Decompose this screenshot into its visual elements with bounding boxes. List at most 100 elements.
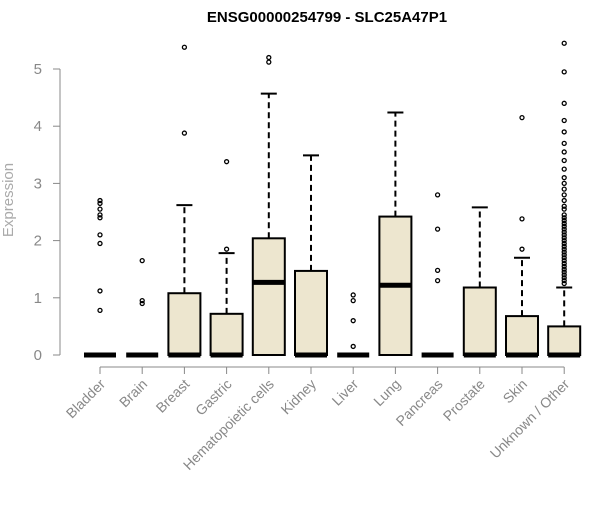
outlier-point (561, 277, 567, 284)
outlier-point (350, 292, 356, 298)
y-tick-label: 4 (34, 118, 42, 135)
outlier-point (561, 117, 567, 124)
x-tick-label: Liver (329, 376, 362, 409)
outlier-point (561, 266, 567, 272)
outlier-point (561, 157, 567, 164)
box (462, 286, 497, 356)
outlier-point (561, 217, 567, 224)
box (251, 237, 286, 356)
outlier-point (561, 175, 567, 181)
outlier-point (561, 263, 567, 269)
outlier-point (519, 216, 525, 222)
outlier-point (266, 59, 272, 65)
box (294, 269, 328, 356)
outlier-point (561, 166, 567, 172)
outlier-point (561, 40, 567, 46)
outlier-point (519, 114, 525, 121)
outlier-point (561, 232, 567, 238)
outlier-point (561, 272, 567, 278)
outlier-point (561, 192, 567, 198)
outlier-point (561, 240, 567, 247)
outlier-point (561, 252, 567, 258)
box-group (167, 44, 202, 358)
outlier-point (350, 318, 356, 324)
box-group (505, 114, 539, 358)
x-tick-label: Skin (500, 376, 531, 407)
outlier-point (561, 237, 567, 244)
outlier-point (97, 240, 103, 247)
outlier-point (434, 192, 441, 198)
box (167, 292, 202, 356)
outlier-point (561, 229, 567, 235)
outlier-point (350, 343, 356, 350)
outlier-point (561, 246, 567, 252)
box (505, 315, 539, 357)
y-tick-label: 1 (34, 290, 42, 307)
outlier-point (97, 197, 103, 204)
outlier-point (561, 257, 567, 264)
outlier-point (561, 197, 567, 204)
outlier-point (561, 215, 567, 221)
x-tick-label: Pancreas (393, 376, 446, 429)
box-group (209, 159, 244, 358)
box-group (462, 206, 497, 358)
outlier-point (434, 267, 441, 273)
outlier-point (561, 255, 567, 261)
outlier-point (139, 300, 145, 307)
outlier-point (561, 180, 567, 187)
box-group (547, 40, 582, 358)
outlier-point (223, 159, 230, 165)
x-tick-label: Unknown / Other (487, 376, 573, 462)
outlier-point (519, 246, 525, 252)
y-tick-label: 3 (34, 175, 42, 192)
y-tick-label: 5 (34, 61, 42, 78)
outlier-point (350, 298, 356, 304)
outlier-point (561, 226, 567, 232)
outlier-point (181, 44, 188, 50)
box-group (337, 292, 370, 358)
box-group (84, 197, 116, 358)
outlier-point (561, 280, 567, 287)
outlier-point (561, 186, 567, 192)
outlier-point (561, 206, 567, 212)
box-group (294, 154, 328, 358)
outlier-point (181, 130, 188, 136)
outlier-point (97, 232, 103, 238)
outlier-point (561, 129, 567, 135)
outlier-point (561, 275, 567, 281)
outlier-point (266, 54, 272, 61)
x-tick-label: Breast (153, 376, 193, 416)
boxes-group (84, 40, 582, 358)
x-tick-label: Prostate (440, 376, 488, 424)
outlier-point (561, 140, 567, 147)
outlier-point (139, 298, 145, 304)
chart-title: ENSG00000254799 - SLC25A47P1 (207, 9, 447, 26)
outlier-point (561, 249, 567, 255)
outlier-point (561, 243, 567, 249)
outlier-point (561, 235, 567, 241)
outlier-point (97, 206, 103, 212)
outlier-point (97, 307, 103, 314)
outlier-point (97, 200, 103, 207)
box (209, 312, 244, 357)
outlier-point (97, 215, 103, 221)
outlier-point (561, 269, 567, 275)
outlier-point (561, 220, 567, 227)
box-group (126, 257, 159, 358)
y-tick-label: 2 (34, 233, 42, 250)
x-tick-label: Lung (370, 376, 403, 409)
x-tick-label: Kidney (278, 376, 320, 418)
y-axis-label: Expression (0, 163, 17, 237)
outlier-point (434, 226, 441, 232)
outlier-point (97, 288, 103, 294)
outlier-point (561, 212, 567, 218)
outlier-point (139, 257, 145, 264)
outlier-point (97, 212, 103, 218)
outlier-point (223, 246, 230, 252)
outlier-point (561, 100, 567, 106)
outlier-point (561, 223, 567, 229)
outlier-point (434, 277, 441, 284)
